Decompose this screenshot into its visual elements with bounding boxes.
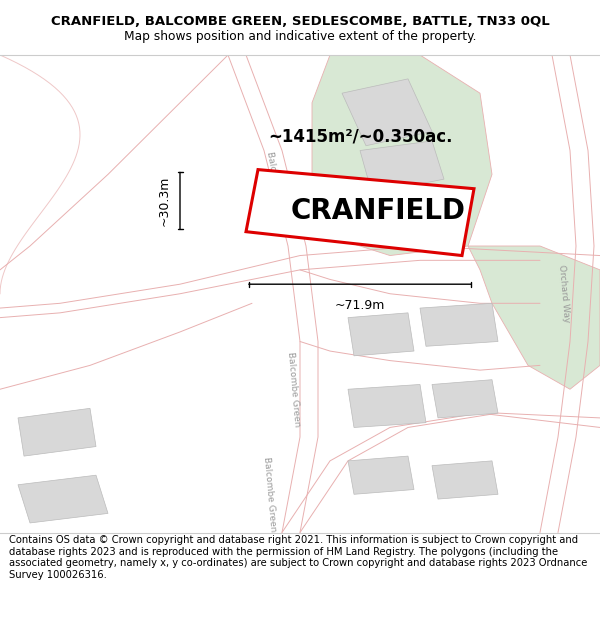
- Polygon shape: [18, 408, 96, 456]
- Text: CRANFIELD: CRANFIELD: [290, 198, 466, 226]
- Text: Balcombe Green: Balcombe Green: [286, 351, 302, 427]
- Text: Orchard Way: Orchard Way: [557, 264, 571, 323]
- Text: Balcombe Green: Balcombe Green: [265, 151, 287, 226]
- Text: ~30.3m: ~30.3m: [158, 176, 171, 226]
- Polygon shape: [348, 313, 414, 356]
- Polygon shape: [246, 169, 474, 256]
- Polygon shape: [420, 303, 498, 346]
- Polygon shape: [330, 189, 372, 232]
- Text: CRANFIELD, BALCOMBE GREEN, SEDLESCOMBE, BATTLE, TN33 0QL: CRANFIELD, BALCOMBE GREEN, SEDLESCOMBE, …: [50, 16, 550, 28]
- Text: Map shows position and indicative extent of the property.: Map shows position and indicative extent…: [124, 30, 476, 43]
- Polygon shape: [432, 380, 498, 418]
- Polygon shape: [378, 198, 456, 246]
- Polygon shape: [348, 456, 414, 494]
- Polygon shape: [18, 475, 108, 523]
- Text: Balcombe Green: Balcombe Green: [262, 456, 278, 532]
- Text: ~1415m²/~0.350ac.: ~1415m²/~0.350ac.: [268, 127, 452, 145]
- Polygon shape: [348, 384, 426, 428]
- Polygon shape: [468, 246, 600, 389]
- Polygon shape: [342, 79, 432, 146]
- Polygon shape: [360, 141, 444, 194]
- Polygon shape: [432, 461, 498, 499]
- Text: Contains OS data © Crown copyright and database right 2021. This information is : Contains OS data © Crown copyright and d…: [9, 535, 587, 580]
- Polygon shape: [312, 55, 492, 256]
- Text: ~71.9m: ~71.9m: [335, 299, 385, 311]
